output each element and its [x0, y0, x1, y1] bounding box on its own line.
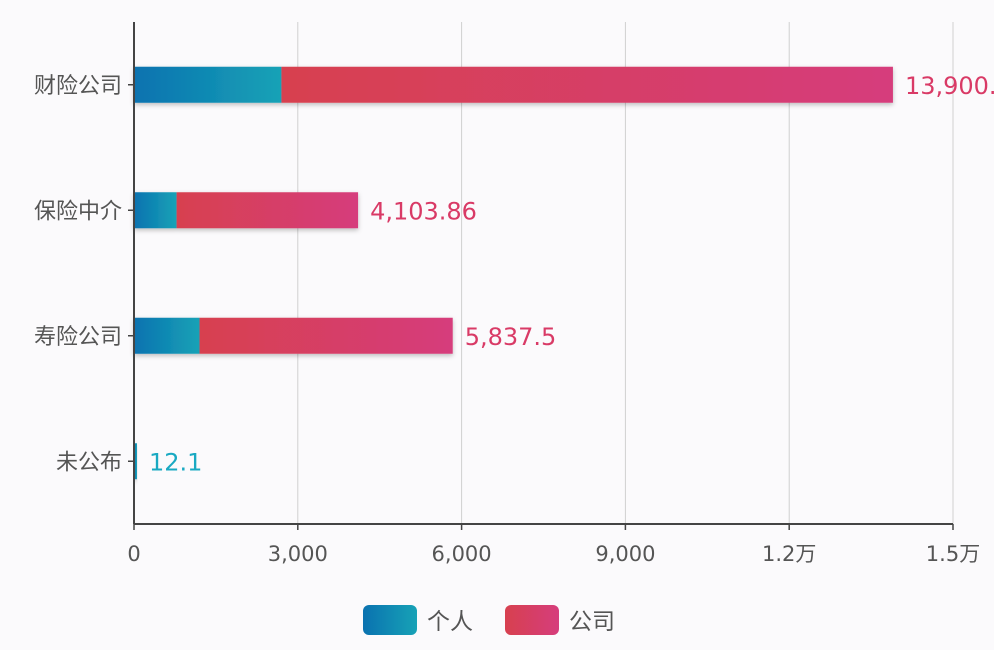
- bar-company[interactable]: [199, 317, 453, 354]
- data-label: 13,900.: [905, 72, 994, 100]
- bar-company[interactable]: [176, 192, 359, 229]
- bar-group[interactable]: [134, 317, 453, 354]
- category-label: 财险公司: [34, 74, 122, 99]
- legend-company[interactable]: 公司: [505, 605, 615, 635]
- bar-personal[interactable]: [134, 192, 177, 229]
- legend-swatch[interactable]: [363, 605, 417, 635]
- x-tick-label: 9,000: [595, 542, 655, 566]
- bar-group[interactable]: [134, 66, 893, 103]
- category-label: 未公布: [56, 450, 122, 475]
- data-label: 4,103.86: [370, 197, 477, 225]
- bar-personal[interactable]: [134, 443, 137, 480]
- x-tick-label: 6,000: [432, 542, 492, 566]
- bars: [134, 66, 893, 480]
- data-label: 5,837.5: [465, 323, 557, 351]
- legend-label[interactable]: 公司: [569, 609, 615, 635]
- labels: 0 3,000 6,000 9,000 1.2万 1.5万 财险公司 13,900. 保险中介 4…: [34, 72, 994, 566]
- x-tick-label: 3,000: [268, 542, 328, 566]
- bar-company[interactable]: [281, 66, 893, 103]
- grid-lines: [297, 22, 954, 524]
- x-tick-label: 0: [127, 542, 140, 566]
- bar-personal[interactable]: [134, 317, 200, 354]
- legend-label[interactable]: 个人: [427, 609, 473, 635]
- legend-personal[interactable]: 个人: [363, 605, 473, 635]
- data-label: 12.1: [149, 448, 202, 476]
- bar-personal[interactable]: [134, 66, 282, 103]
- x-tick-label: 1.5万: [926, 542, 980, 566]
- category-label: 寿险公司: [34, 325, 122, 350]
- bar-group[interactable]: [134, 443, 137, 480]
- legend[interactable]: 个人 公司: [363, 605, 615, 635]
- category-label: 保险中介: [34, 199, 122, 224]
- bar-group[interactable]: [134, 192, 359, 229]
- x-tick-label: 1.2万: [762, 542, 816, 566]
- axes: [128, 22, 954, 530]
- legend-swatch[interactable]: [505, 605, 559, 635]
